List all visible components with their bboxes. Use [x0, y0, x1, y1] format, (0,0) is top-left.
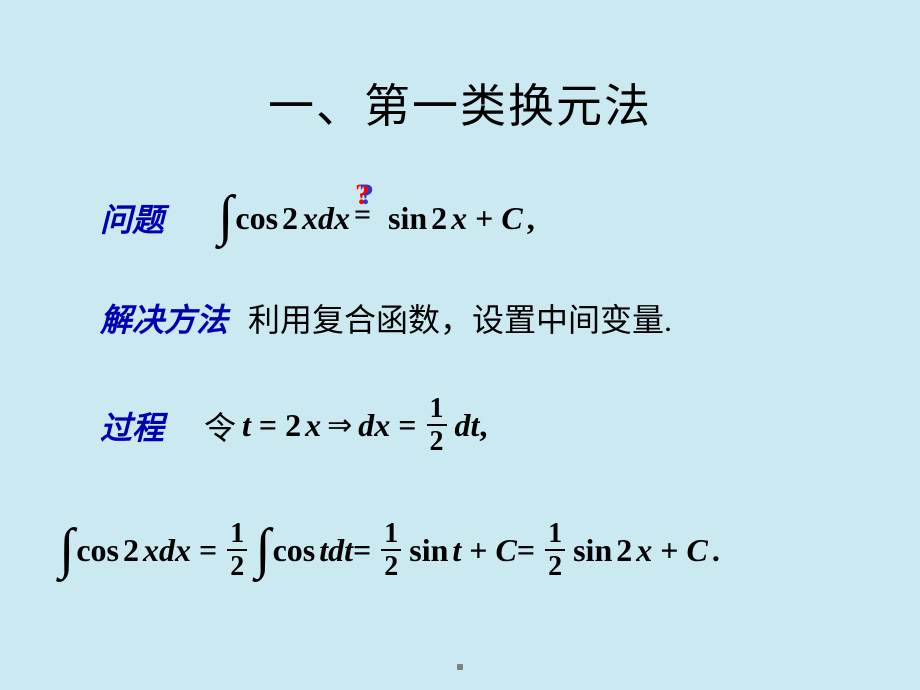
label-problem: 问题 — [100, 195, 164, 241]
d: d — [358, 407, 374, 444]
x: x — [305, 407, 321, 444]
C: C — [686, 532, 707, 569]
line-problem: 问题 ∫ cos 2 x d x = ? ? sin 2 x + C , — [100, 195, 535, 241]
d: d — [159, 532, 175, 569]
eq: = — [517, 532, 535, 569]
fraction-half: 1 2 — [227, 520, 247, 581]
sin: sin — [573, 532, 612, 569]
t: t — [452, 532, 461, 569]
fraction-half: 1 2 — [427, 395, 447, 456]
x: x — [143, 532, 159, 569]
eq: = — [259, 407, 277, 444]
plus: + — [469, 532, 487, 569]
label-process: 过程 — [100, 403, 164, 449]
x: x — [302, 200, 318, 237]
two: 2 — [616, 532, 632, 569]
slide: 一、第一类换元法 问题 ∫ cos 2 x d x = ? ? sin 2 x … — [0, 0, 920, 690]
cos: cos — [273, 532, 316, 569]
t: t — [242, 407, 251, 444]
plus: + — [660, 532, 678, 569]
method-text: 利用复合函数，设置中间变量. — [248, 295, 672, 341]
x: x — [334, 200, 350, 237]
comma: , — [527, 200, 535, 237]
x: x — [374, 407, 390, 444]
d: d — [455, 407, 471, 444]
C: C — [496, 532, 517, 569]
C: C — [501, 200, 522, 237]
comma: , — [479, 407, 487, 444]
slide-indicator-dot — [457, 664, 463, 670]
line-result: ∫ cos 2 x d x = 1 2 ∫ cos t d t = 1 2 si… — [55, 520, 720, 581]
label-method: 解决方法 — [100, 295, 228, 341]
d: d — [328, 532, 344, 569]
two: 2 — [282, 200, 298, 237]
let: 令 — [204, 403, 236, 449]
slide-title: 一、第一类换元法 — [0, 70, 920, 136]
two: 2 — [123, 532, 139, 569]
x: x — [175, 532, 191, 569]
period: . — [712, 532, 720, 569]
eq: = — [398, 407, 416, 444]
sin: sin — [388, 200, 427, 237]
cos: cos — [235, 200, 278, 237]
t: t — [319, 532, 328, 569]
two: 2 — [431, 200, 447, 237]
two: 2 — [285, 407, 301, 444]
cos: cos — [76, 532, 119, 569]
eq: = — [199, 532, 217, 569]
implies-arrow: ⇒ — [327, 408, 352, 443]
sin: sin — [409, 532, 448, 569]
x: x — [636, 532, 652, 569]
t: t — [344, 532, 353, 569]
fraction-half: 1 2 — [381, 520, 401, 581]
plus: + — [475, 200, 493, 237]
line-process: 过程 令 t = 2 x ⇒ d x = 1 2 d t , — [100, 395, 487, 456]
t: t — [471, 407, 480, 444]
x: x — [451, 200, 467, 237]
line-method: 解决方法 利用复合函数，设置中间变量. — [100, 295, 672, 341]
fraction-half: 1 2 — [545, 520, 565, 581]
d: d — [318, 200, 334, 237]
eq: = — [353, 532, 371, 569]
